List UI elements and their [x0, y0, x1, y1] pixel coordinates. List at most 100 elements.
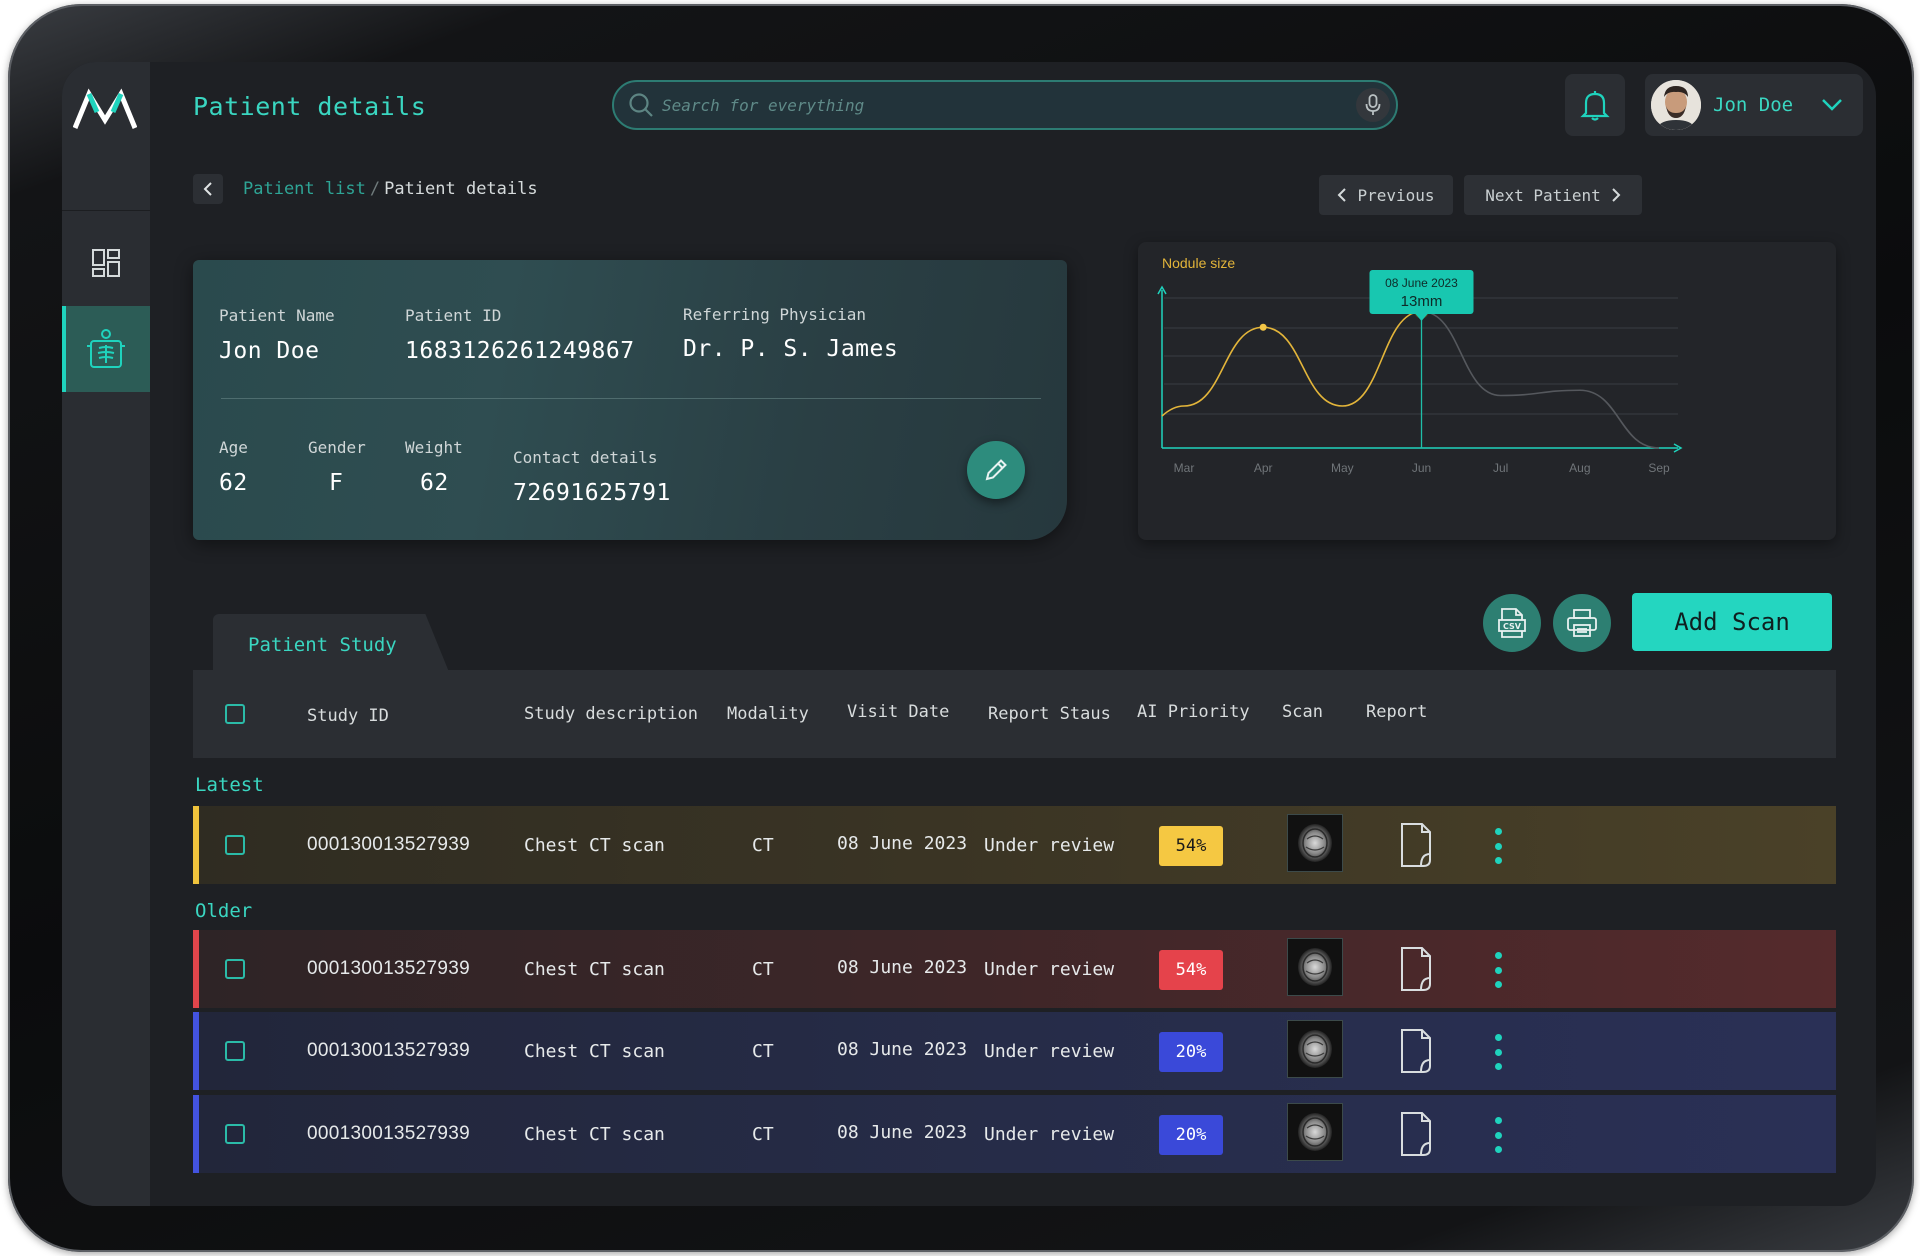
sidebar-item-patient[interactable]	[62, 306, 150, 392]
tab-patient-study-label[interactable]: Patient Study	[248, 634, 397, 656]
chevron-left-icon	[203, 182, 212, 196]
chart-tooltip	[1369, 270, 1474, 314]
priority-indicator-bar	[193, 806, 199, 884]
ct-scan-thumbnail[interactable]	[1287, 1103, 1343, 1161]
weight-label: Weight	[405, 438, 463, 457]
select-all-checkbox[interactable]	[225, 704, 245, 724]
more-vertical-icon[interactable]	[1488, 1115, 1508, 1155]
microphone-icon	[1365, 94, 1381, 115]
ct-scan-thumbnail[interactable]	[1287, 814, 1343, 872]
contact-value: 72691625791	[513, 480, 671, 506]
chart-title: Nodule size	[1162, 255, 1235, 271]
breadcrumb-separator: /	[369, 179, 381, 199]
tablet-frame: Patient details	[8, 4, 1914, 1252]
breadcrumb: Patient list / Patient details	[243, 179, 538, 199]
row-checkbox[interactable]	[225, 835, 245, 855]
column-header-visit-date[interactable]: Visit Date	[847, 702, 950, 722]
ai-priority-badge: 20%	[1159, 1032, 1223, 1072]
more-vertical-icon[interactable]	[1488, 1032, 1508, 1072]
table-row[interactable]: 000130013527939 Chest CT scan CT 08 June 20…	[193, 806, 1836, 884]
column-header-description[interactable]: Study description	[524, 704, 698, 724]
export-csv-button[interactable]: CSV	[1483, 594, 1541, 652]
data-point	[1259, 323, 1267, 331]
pencil-icon	[985, 459, 1007, 481]
breadcrumb-parent-link[interactable]: Patient list	[243, 179, 366, 199]
x-tick-label: May	[1331, 461, 1354, 475]
series-line-future	[1421, 310, 1660, 449]
visit-date-cell: 08 June 2023	[837, 832, 968, 854]
study-id-cell: 000130013527939	[307, 958, 471, 979]
add-scan-button[interactable]: Add Scan	[1632, 593, 1832, 651]
search-icon	[629, 93, 653, 117]
study-table-header: Study ID Study description Modality Visi…	[193, 670, 1836, 758]
brand-logo-icon[interactable]	[73, 88, 137, 130]
study-id-cell: 000130013527939	[307, 1123, 471, 1144]
column-header-study-id[interactable]: Study ID	[307, 706, 389, 726]
study-id-cell: 000130013527939	[307, 1040, 471, 1061]
chevron-down-icon[interactable]	[1821, 98, 1843, 112]
bell-icon	[1580, 91, 1610, 121]
user-name: Jon Doe	[1713, 94, 1794, 116]
print-button[interactable]	[1553, 594, 1611, 652]
report-document-icon[interactable]	[1399, 1028, 1433, 1074]
table-row[interactable]: 000130013527939 Chest CT scan CT 08 June 20…	[193, 930, 1836, 1008]
ct-scan-thumbnail[interactable]	[1287, 938, 1343, 996]
sidebar-item-dashboard[interactable]	[62, 220, 150, 306]
report-status-cell: Under review	[984, 958, 1115, 980]
x-tick-label: Sep	[1648, 461, 1670, 475]
study-description-cell: Chest CT scan	[524, 1040, 665, 1062]
column-header-modality[interactable]: Modality	[727, 704, 809, 724]
x-tick-label: Aug	[1569, 461, 1590, 475]
search-bar[interactable]	[612, 80, 1398, 130]
modality-cell: CT	[752, 1040, 774, 1062]
column-header-scan[interactable]: Scan	[1282, 702, 1323, 722]
row-checkbox[interactable]	[225, 1041, 245, 1061]
more-vertical-icon[interactable]	[1488, 950, 1508, 990]
report-document-icon[interactable]	[1399, 1111, 1433, 1157]
avatar	[1651, 80, 1701, 130]
column-header-report-status[interactable]: Report Staus	[988, 704, 1111, 724]
previous-patient-button[interactable]: Previous	[1319, 175, 1453, 215]
ct-scan-thumbnail[interactable]	[1287, 1020, 1343, 1078]
visit-date-cell: 08 June 2023	[837, 1121, 968, 1143]
dashboard-grid-icon	[92, 249, 120, 277]
row-checkbox[interactable]	[225, 1124, 245, 1144]
breadcrumb-current: Patient details	[384, 179, 538, 199]
chevron-left-icon	[1338, 188, 1347, 202]
patient-info-card: Patient Name Jon Doe Patient ID 16831262…	[193, 260, 1067, 540]
previous-label: Previous	[1357, 185, 1435, 205]
notifications-button[interactable]	[1565, 74, 1625, 136]
csv-file-icon: CSV	[1498, 608, 1526, 638]
row-checkbox[interactable]	[225, 959, 245, 979]
column-header-report[interactable]: Report	[1366, 702, 1428, 722]
report-document-icon[interactable]	[1399, 946, 1433, 992]
ai-priority-badge: 20%	[1159, 1115, 1223, 1155]
user-menu[interactable]: Jon Doe	[1645, 74, 1863, 136]
chart-tooltip-value: 13mm	[1401, 293, 1443, 310]
physician-label: Referring Physician	[683, 305, 867, 324]
group-label-latest: Latest	[195, 774, 264, 796]
table-row[interactable]: 000130013527939 Chest CT scan CT 08 June 20…	[193, 1095, 1836, 1173]
gender-value: F	[329, 470, 344, 496]
table-row[interactable]: 000130013527939 Chest CT scan CT 08 June 20…	[193, 1012, 1836, 1090]
svg-text:CSV: CSV	[1503, 622, 1522, 631]
patient-name-label: Patient Name	[219, 306, 335, 325]
chart-tooltip-date: 08 June 2023	[1385, 276, 1458, 290]
tab-patient-study[interactable]	[213, 614, 449, 672]
study-id-cell: 000130013527939	[307, 834, 471, 855]
search-input[interactable]	[654, 95, 1356, 115]
page-title: Patient details	[193, 92, 427, 121]
sidebar	[62, 62, 150, 1206]
chart-tooltip-pointer	[1415, 314, 1428, 321]
modality-cell: CT	[752, 958, 774, 980]
column-header-ai-priority[interactable]: AI Priority	[1137, 702, 1250, 722]
nodule-size-chart-svg: Nodule size 08 June 2023 13mm Mar Apr May Jun J…	[1157, 255, 1683, 475]
back-button[interactable]	[193, 174, 223, 204]
next-patient-button[interactable]: Next Patient	[1464, 175, 1642, 215]
microphone-button[interactable]	[1356, 88, 1390, 122]
chevron-right-icon	[1612, 188, 1621, 202]
report-status-cell: Under review	[984, 834, 1115, 856]
more-vertical-icon[interactable]	[1488, 826, 1508, 866]
edit-patient-button[interactable]	[967, 441, 1025, 499]
report-document-icon[interactable]	[1399, 822, 1433, 868]
